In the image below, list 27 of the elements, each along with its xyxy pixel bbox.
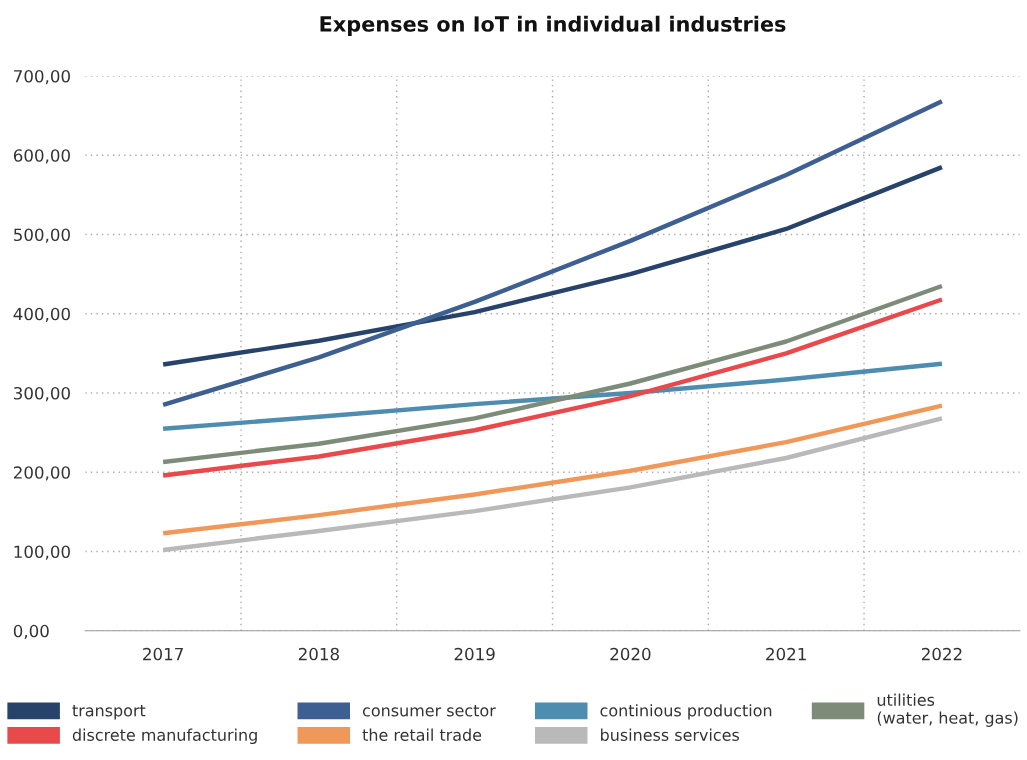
y-tick-label: 600,00 — [13, 149, 70, 164]
legend-label: discrete manufacturing — [72, 728, 257, 745]
x-tick-label: 2017 — [143, 647, 183, 661]
x-tick-label: 2022 — [921, 647, 962, 661]
y-tick-label: 0,00 — [13, 624, 49, 640]
chart-title: Expenses on IoT in individual industries — [320, 15, 786, 36]
line-series — [160, 416, 945, 553]
y-tick-label: 700,00 — [14, 69, 70, 85]
line-series — [160, 99, 945, 408]
x-tick-label: 2018 — [298, 647, 339, 661]
x-tick-label: 2021 — [766, 647, 806, 661]
x-tick-label: 2019 — [454, 647, 495, 661]
y-tick-label: 100,00 — [14, 545, 70, 560]
y-tick-label: 500,00 — [14, 228, 70, 243]
line-series — [160, 164, 945, 367]
legend-label: business services — [601, 728, 740, 741]
y-tick-label: 200,00 — [13, 466, 70, 481]
legend-label: consumer sector — [362, 705, 496, 717]
legend-label: transport — [72, 705, 146, 720]
legend-label: the retail trade — [362, 728, 482, 741]
legend-label: continious production — [600, 704, 772, 720]
x-tick-label: 2020 — [610, 647, 651, 661]
line-series — [160, 361, 945, 431]
legend-label: utilities (water, heat, gas) — [877, 693, 1018, 727]
y-tick-label: 300,00 — [14, 386, 70, 402]
line-series — [160, 403, 945, 536]
y-tick-label: 400,00 — [13, 307, 70, 323]
